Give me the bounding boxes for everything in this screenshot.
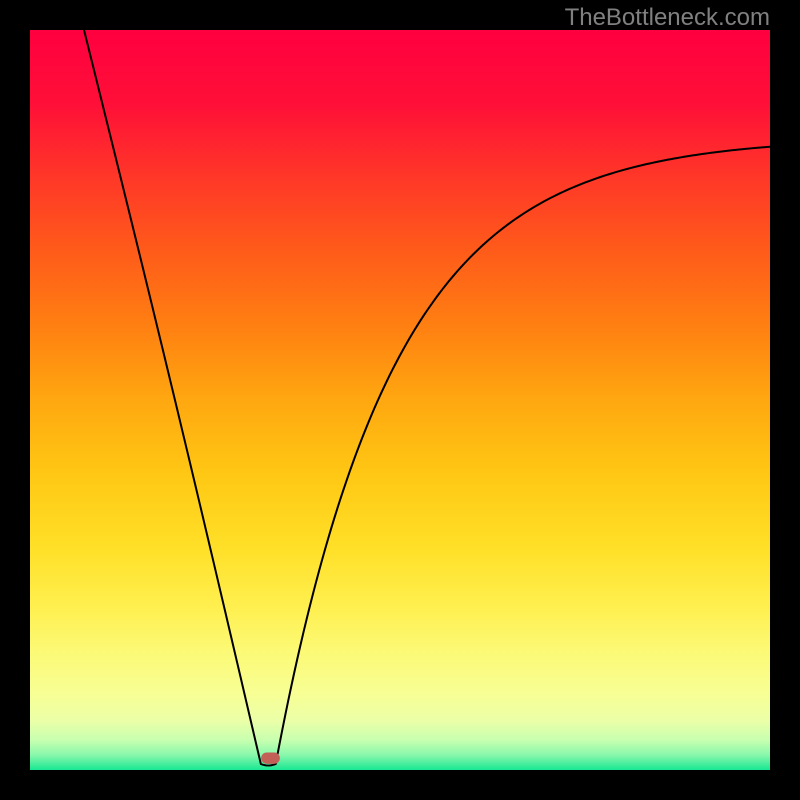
bottleneck-curve	[84, 30, 770, 766]
watermark-text: TheBottleneck.com	[565, 4, 770, 32]
optimum-marker	[262, 753, 280, 763]
curve-layer	[0, 0, 800, 800]
chart-frame: TheBottleneck.com	[0, 0, 800, 800]
